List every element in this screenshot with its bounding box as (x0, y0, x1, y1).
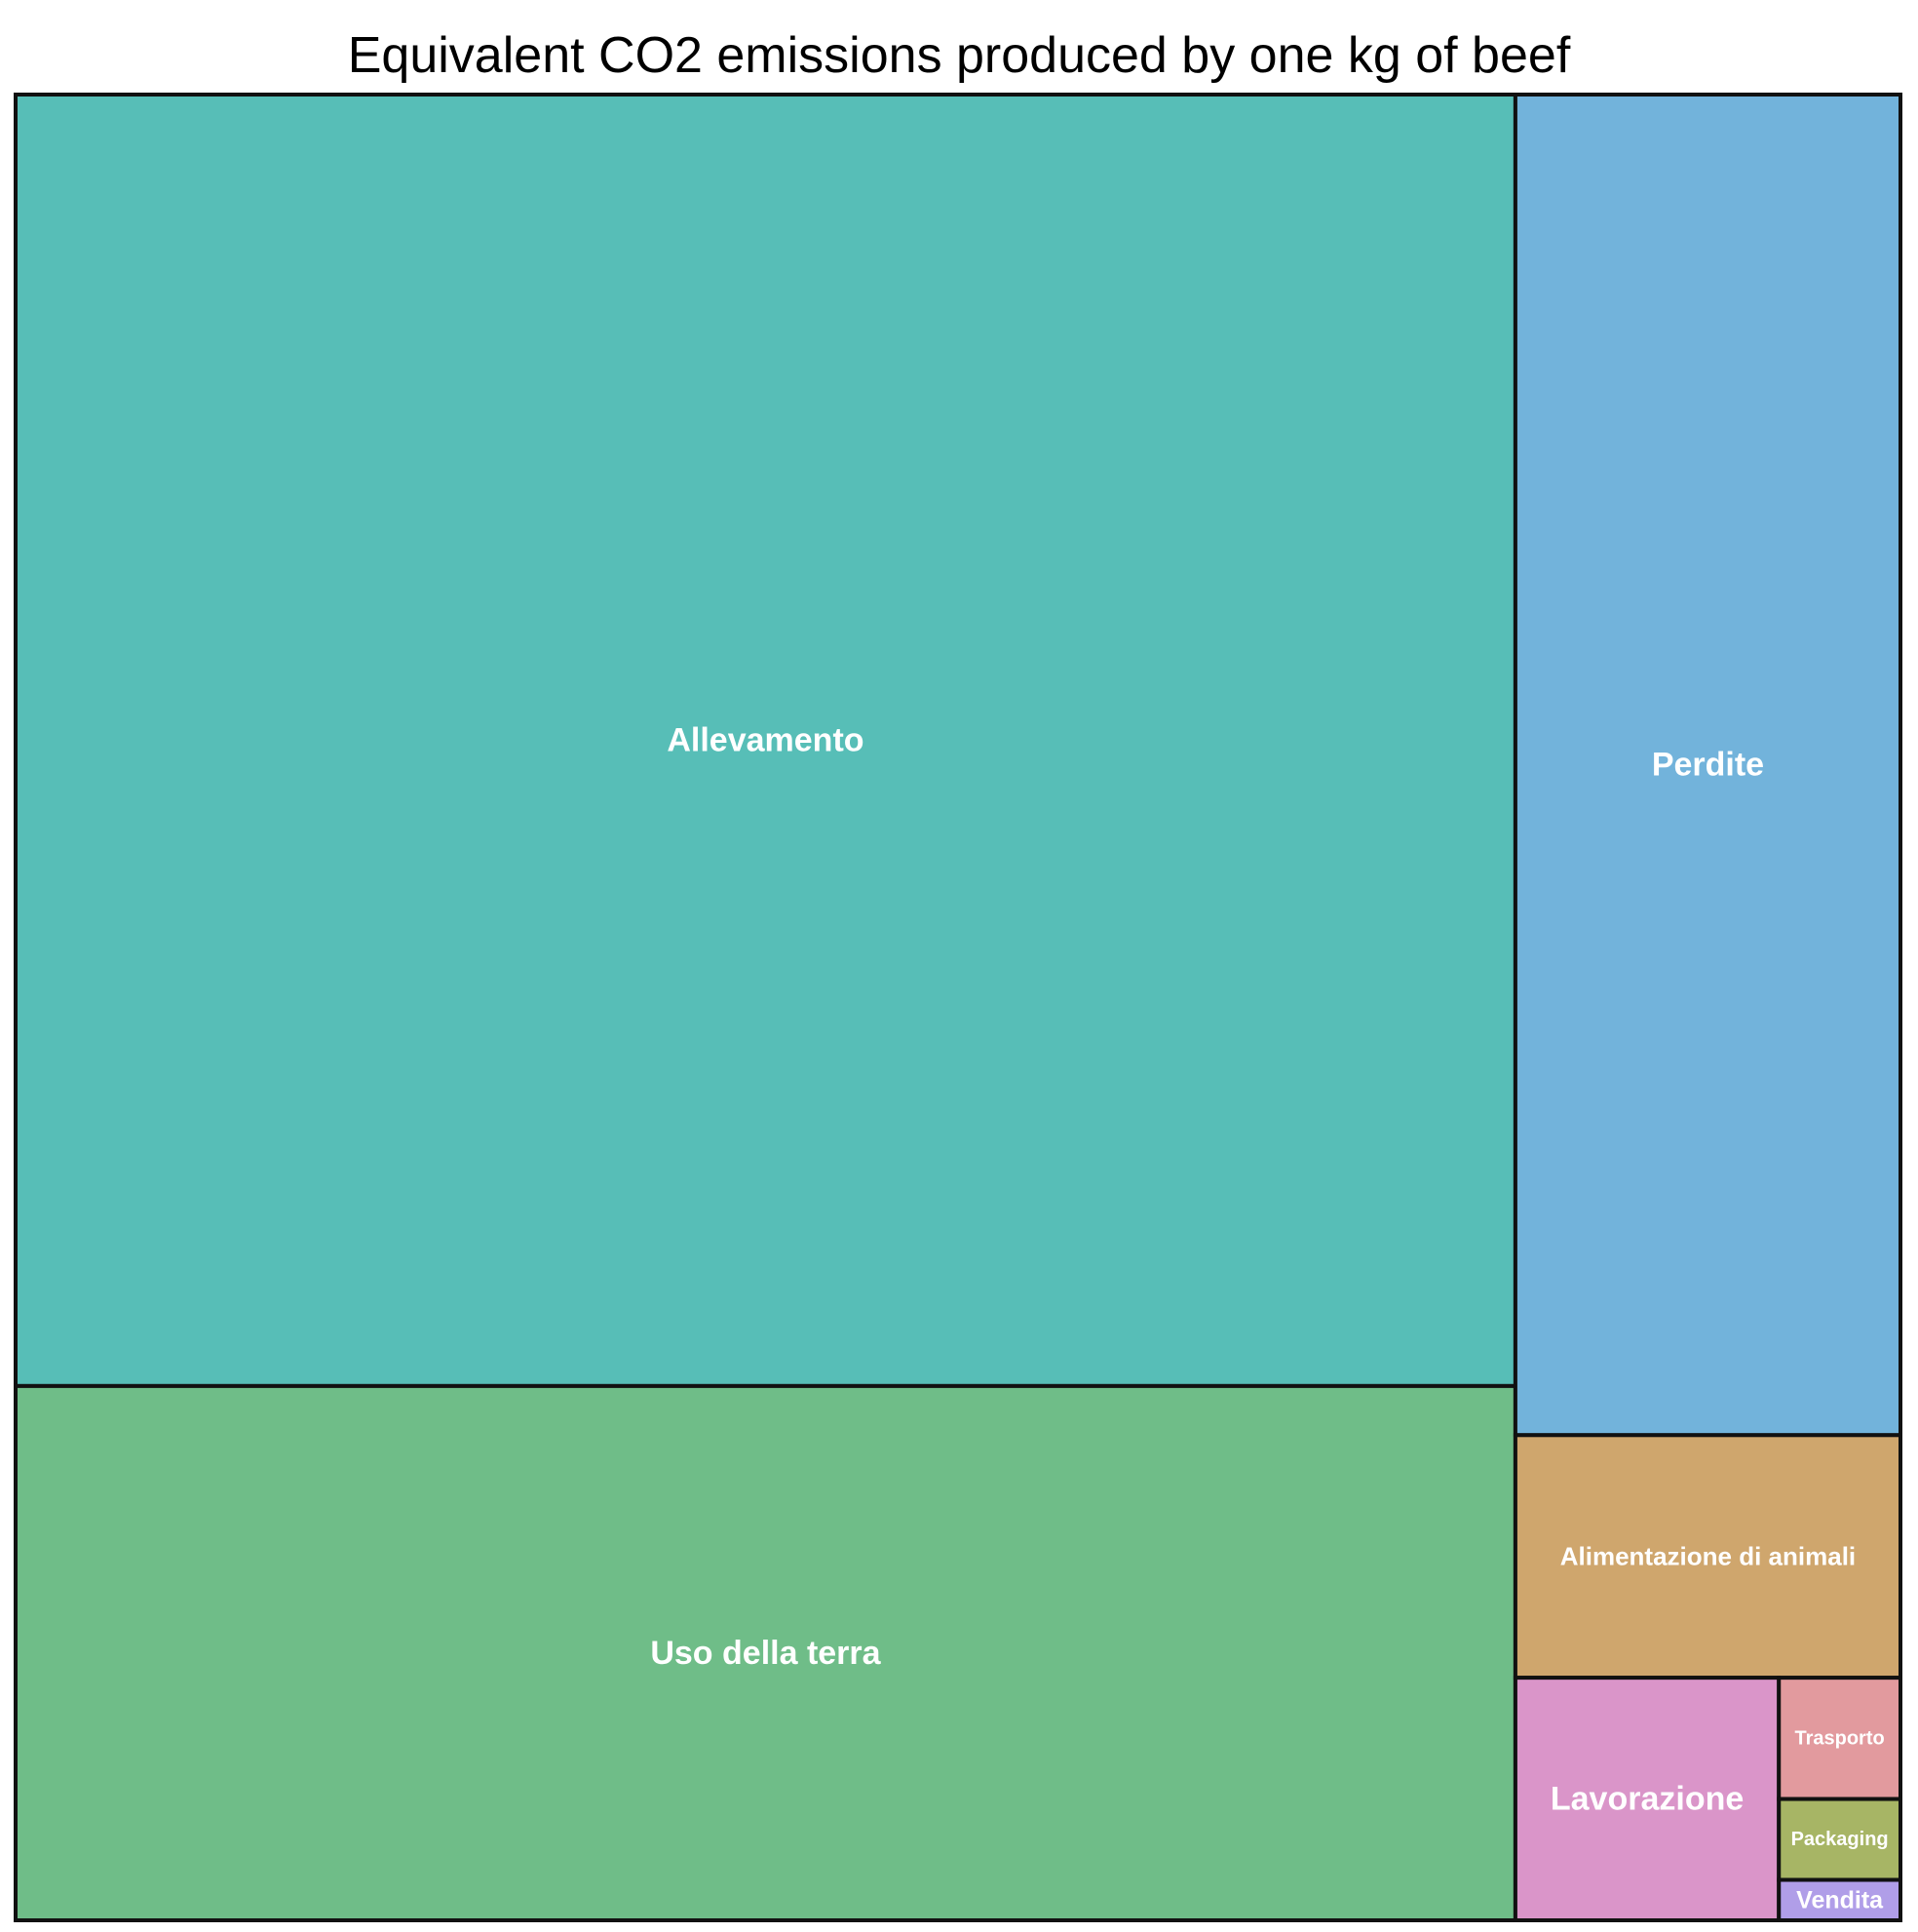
tile-rect-perdite (1513, 93, 1902, 1438)
tile-label-alimentazione-di-animali: Alimentazione di animali (1560, 1542, 1856, 1571)
tile-rect-lavorazione (1513, 1676, 1782, 1923)
tile-label-lavorazione: Lavorazione (1551, 1781, 1744, 1818)
treemap-tile-trasporto: Trasporto (1777, 1676, 1903, 1801)
treemap-tile-perdite: Perdite (1513, 93, 1902, 1438)
tile-rect-allevamento (14, 93, 1517, 1388)
tile-label-trasporto: Trasporto (1794, 1727, 1884, 1749)
tile-label-allevamento: Allevamento (667, 721, 863, 758)
tile-label-vendita: Vendita (1796, 1886, 1884, 1913)
treemap-tile-uso-della-terra: Uso della terra (14, 1383, 1517, 1922)
chart-title: Equivalent CO2 emissions produced by one… (347, 27, 1571, 84)
treemap-tile-vendita: Vendita (1777, 1877, 1903, 1923)
treemap-tile-alimentazione-di-animali: Alimentazione di animali (1513, 1433, 1902, 1681)
treemap-tile-lavorazione: Lavorazione (1513, 1676, 1782, 1923)
tile-rect-uso-della-terra (14, 1383, 1517, 1922)
treemap-tile-packaging: Packaging (1777, 1797, 1903, 1882)
tile-label-packaging: Packaging (1791, 1829, 1889, 1850)
tile-label-uso-della-terra: Uso della terra (650, 1635, 881, 1672)
treemap-tile-allevamento: Allevamento (14, 93, 1517, 1388)
tile-rect-packaging (1777, 1797, 1903, 1882)
tile-rect-vendita (1777, 1877, 1903, 1923)
tile-label-perdite: Perdite (1652, 747, 1764, 784)
